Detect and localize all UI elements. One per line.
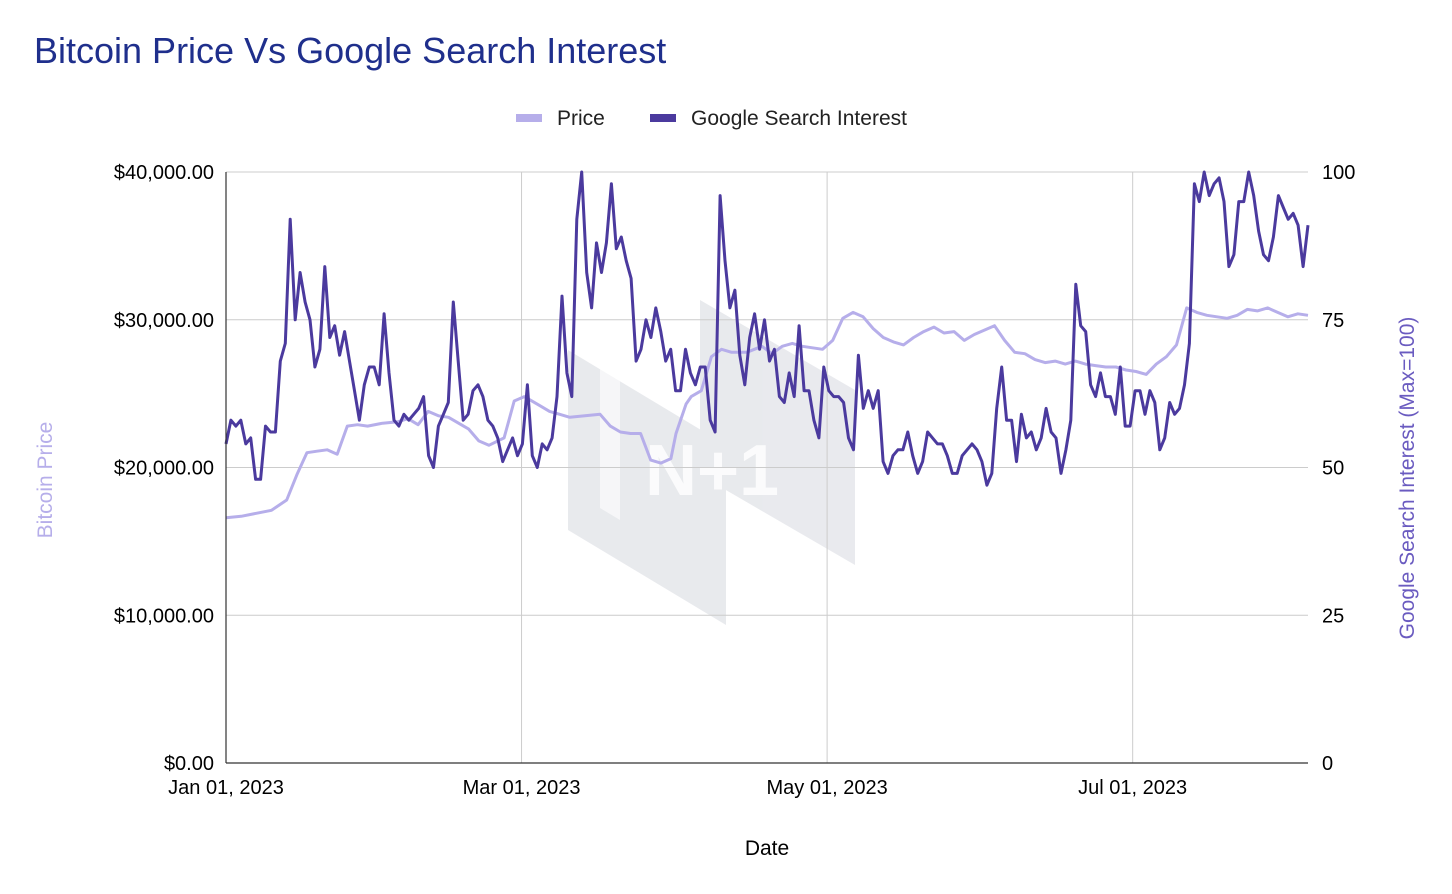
x-tick-label: May 01, 2023: [767, 777, 888, 799]
y-tick-label-right: 50: [1322, 458, 1344, 480]
y-tick-label-left: $10,000.00: [114, 605, 214, 627]
watermark-text: N+1: [645, 431, 779, 511]
y-axis-title-left: Bitcoin Price: [34, 422, 57, 539]
y-tick-label-right: 25: [1322, 605, 1344, 627]
y-tick-label-right: 100: [1322, 162, 1355, 184]
series-lines: [224, 170, 1310, 520]
legend-swatch-search: [650, 114, 676, 122]
watermark-logo: [568, 300, 855, 625]
price-line: [225, 306, 1309, 520]
y-tick-label-left: $30,000.00: [114, 310, 214, 332]
y-tick-label-left: $0.00: [164, 753, 214, 775]
grid-lines: [226, 171, 1308, 763]
x-tick-label: Mar 01, 2023: [463, 777, 581, 799]
x-axis-title: Date: [745, 837, 789, 860]
x-tick-label: Jul 01, 2023: [1078, 777, 1187, 799]
y-tick-label-right: 75: [1322, 310, 1344, 332]
axes: $0.00 0 $10,000.00 25 $20,000.00 50 $30,000.00…: [114, 162, 1355, 799]
legend-label-price: Price: [557, 107, 605, 130]
y-tick-label-left: $40,000.00: [114, 162, 214, 184]
y-tick-label-right: 0: [1322, 753, 1333, 775]
chart-title: Bitcoin Price Vs Google Search Interest: [34, 30, 667, 71]
y-tick-label-left: $20,000.00: [114, 458, 214, 480]
legend-label-search: Google Search Interest: [691, 107, 907, 130]
legend: Price Google Search Interest: [516, 107, 907, 130]
legend-swatch-price: [516, 114, 542, 122]
y-axis-title-right: Google Search Interest (Max=100): [1396, 317, 1419, 640]
x-tick-label: Jan 01, 2023: [168, 777, 284, 799]
search-interest-line: [224, 170, 1310, 487]
